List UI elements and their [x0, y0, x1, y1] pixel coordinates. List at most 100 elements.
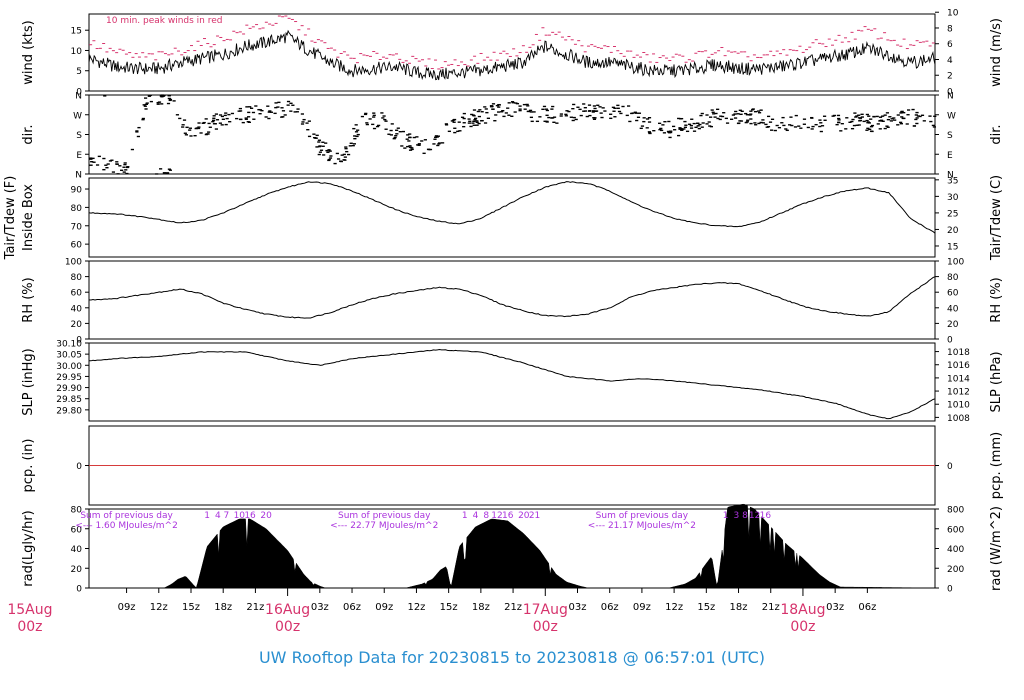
- ytick-label-dir: N: [75, 171, 82, 181]
- ytick-right-label-dir: W: [947, 111, 956, 121]
- ytick-right-label-slp: 1016: [947, 361, 970, 371]
- x-tick-label: 03z: [311, 602, 329, 613]
- ylabel-temp: Tair/Tdew (F): [3, 176, 18, 261]
- ytick-label-temp: 80: [71, 204, 83, 214]
- ytick-label-slp: 29.80: [56, 406, 82, 416]
- daylight-hour-label: 16: [502, 511, 514, 521]
- panel-slp: SLP (inHg) SLP (hPa)29.8029.8529.9029.953…: [21, 340, 1004, 424]
- day-time-label: 00z: [275, 619, 300, 635]
- daily-sum-value: <--- 21.17 MJoules/m^2: [588, 521, 696, 531]
- panel-temp: Tair/Tdew (F) Inside Box Tair/Tdew (C) 60 70…: [3, 175, 1004, 261]
- ytick-label-dir: E: [76, 151, 82, 161]
- ylabel-right-rad: rad (W/m^2): [989, 506, 1004, 591]
- ytick-right-label-temp: 25: [947, 209, 958, 219]
- daylight-hour-label: 4: [215, 511, 221, 521]
- ytick-label-rh: 0: [76, 336, 82, 346]
- x-tick-label: 09z: [375, 602, 393, 613]
- panel-wind: wind (kts) wind (m/s) 0 5 10 15 0 2 4 6 8 10 10 min.…: [21, 9, 1004, 98]
- ytick-right-label-wind: 6: [947, 40, 953, 50]
- daily-sum-label: Sum of previous day: [80, 511, 173, 521]
- daylight-hour-label: 12: [491, 511, 502, 521]
- x-tick-label: 12z: [665, 602, 683, 613]
- ytick-right-label-rh: 20: [947, 320, 959, 330]
- daylight-hour-label: 3: [734, 511, 740, 521]
- day-label: 16Aug: [265, 602, 310, 618]
- day-time-label: 00z: [17, 619, 42, 635]
- daylight-hour-label: 8: [483, 511, 489, 521]
- ytick-label-dir: N: [75, 92, 82, 102]
- ytick-label-rad: 0: [76, 585, 82, 595]
- ytick-label-temp: 70: [71, 222, 83, 232]
- x-tick-label: 09z: [633, 602, 651, 613]
- day-time-label: 00z: [533, 619, 558, 635]
- ytick-label-temp: 90: [71, 186, 83, 196]
- ylabel-wind: wind (kts): [21, 20, 36, 84]
- ytick-right-label-rh: 80: [947, 273, 959, 283]
- ytick-right-label-dir: S: [947, 131, 953, 141]
- ylabel-right-rh: RH (%): [989, 277, 1004, 322]
- ytick-label-rad: 20: [71, 565, 83, 575]
- ytick-right-label-temp: 15: [947, 242, 958, 252]
- wind-speed-line: [88, 29, 936, 81]
- ytick-label-slp: 30.10: [56, 340, 82, 350]
- panel-frame-slp: [88, 342, 936, 422]
- ylabel-rad: rad(Lgly/hr): [21, 510, 36, 586]
- x-tick-label: 15z: [440, 602, 458, 613]
- daylight-hour-label: 4: [473, 511, 479, 521]
- ytick-label-pcp: 0: [76, 462, 82, 472]
- daylight-hour-label: 21: [529, 511, 540, 521]
- daylight-hour-label: 7: [224, 511, 230, 521]
- daily-sum-label: Sum of previous day: [338, 511, 431, 521]
- ytick-right-label-slp: 1018: [947, 348, 970, 358]
- temp-line: [88, 181, 936, 234]
- ytick-label-dir: W: [73, 111, 82, 121]
- ylabel-slp: SLP (inHg): [21, 348, 36, 416]
- ytick-right-label-temp: 35: [947, 176, 958, 186]
- ytick-label-dir: S: [76, 131, 82, 141]
- ytick-label-slp: 29.85: [56, 395, 82, 405]
- ytick-right-label-rad: 800: [947, 506, 964, 516]
- ytick-label-wind: 0: [76, 88, 82, 98]
- ylabel-right-slp: SLP (hPa): [989, 351, 1004, 412]
- daylight-hour-label: 1: [723, 511, 729, 521]
- x-tick-label: 12z: [150, 602, 168, 613]
- ytick-label-slp: 30.00: [56, 362, 82, 372]
- daylight-hour-label: 12: [749, 511, 760, 521]
- daylight-hour-label: 20: [518, 511, 530, 521]
- slp-line: [88, 348, 936, 420]
- ytick-right-label-rh: 60: [947, 289, 959, 299]
- ytick-label-rad: 40: [71, 545, 83, 555]
- ytick-right-label-rad: 200: [947, 565, 964, 575]
- ytick-right-label-rh: 100: [947, 258, 964, 268]
- ylabel2-temp: Inside Box: [21, 184, 36, 251]
- ytick-right-label-dir: E: [947, 151, 953, 161]
- x-tick-label: 15z: [182, 602, 200, 613]
- daylight-hour-label: 1: [204, 511, 210, 521]
- peak-wind-note: 10 min. peak winds in red: [106, 16, 223, 26]
- ylabel-right-wind: wind (m/s): [989, 18, 1004, 87]
- ytick-label-rad: 60: [71, 525, 83, 535]
- ytick-right-label-temp: 30: [947, 193, 959, 203]
- ytick-right-label-dir: N: [947, 92, 954, 102]
- ytick-label-rh: 60: [71, 289, 83, 299]
- ytick-right-label-dir: N: [947, 171, 954, 181]
- ylabel-dir: dir.: [21, 124, 36, 144]
- panel-pcp: pcp. (in) pcp. (mm) 0 0: [21, 425, 1004, 506]
- daily-sum-value: <--- 22.77 MJoules/m^2: [330, 521, 438, 531]
- panel-frame-dir: [88, 94, 936, 175]
- ytick-label-slp: 29.95: [56, 373, 82, 383]
- panel-frame-wind: [88, 13, 936, 92]
- ytick-right-label-rad: 400: [947, 545, 964, 555]
- ytick-label-rh: 80: [71, 273, 83, 283]
- ytick-label-rh: 100: [65, 258, 82, 268]
- day-label: 15Aug: [7, 602, 52, 618]
- ytick-right-label-wind: 8: [947, 24, 953, 34]
- ytick-label-rh: 20: [71, 320, 83, 330]
- ytick-right-label-rad: 0: [947, 585, 953, 595]
- panel-frame-temp: [88, 177, 936, 258]
- ytick-right-label-rh: 40: [947, 304, 959, 314]
- solar-radiation-area: [89, 503, 935, 589]
- panel-rad: rad(Lgly/hr) rad (W/m^2)02040608002004006…: [21, 503, 1004, 595]
